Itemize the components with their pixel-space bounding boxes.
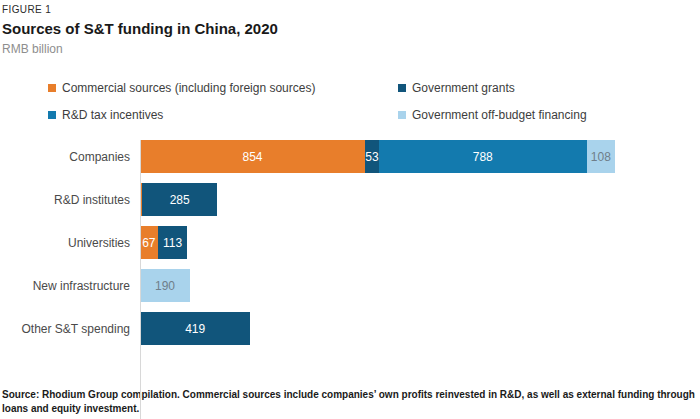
chart-row: Other S&T spending 419 bbox=[2, 312, 698, 345]
bar-segment: 419 bbox=[140, 312, 250, 345]
legend: Commercial sources (including foreign so… bbox=[48, 82, 698, 121]
legend-item: R&D tax incentives bbox=[48, 109, 398, 121]
legend-label: Government grants bbox=[412, 82, 515, 94]
legend-label: Commercial sources (including foreign so… bbox=[62, 82, 315, 94]
bar-value-label: 53 bbox=[365, 150, 378, 164]
bar-value-label: 190 bbox=[155, 279, 175, 293]
legend-item: Government off-budget financing bbox=[398, 109, 698, 121]
bar-track: 854 53 788 108 bbox=[140, 140, 667, 173]
category-label: R&D institutes bbox=[2, 193, 140, 207]
bar-value-label: 419 bbox=[185, 322, 205, 336]
legend-swatch-icon bbox=[48, 84, 56, 92]
bar-segment: 854 bbox=[140, 140, 365, 173]
category-label: Other S&T spending bbox=[2, 322, 140, 336]
bar-segment: 108 bbox=[587, 140, 615, 173]
figure-label: FIGURE 1 bbox=[2, 4, 698, 16]
bar-segment: 67 bbox=[140, 226, 158, 259]
category-label: New infrastructure bbox=[2, 279, 140, 293]
bar-segment: 113 bbox=[158, 226, 188, 259]
bar-track: 190 bbox=[140, 269, 667, 302]
legend-label: R&D tax incentives bbox=[62, 109, 163, 121]
bar-segment: 190 bbox=[140, 269, 190, 302]
bar-value-label: 113 bbox=[163, 236, 182, 250]
bar-value-label: 108 bbox=[591, 150, 611, 164]
bar-track: 67 113 bbox=[140, 226, 667, 259]
bar-segment: 788 bbox=[379, 140, 587, 173]
chart-title: Sources of S&T funding in China, 2020 bbox=[2, 19, 698, 38]
bar-value-label: 285 bbox=[170, 193, 190, 207]
bar-value-label: 854 bbox=[242, 150, 262, 164]
legend-item: Government grants bbox=[398, 82, 698, 94]
chart-row: Companies 854 53 788 108 bbox=[2, 140, 698, 173]
chart-row: R&D institutes 285 bbox=[2, 183, 698, 216]
chart-row: Universities67 113 bbox=[2, 226, 698, 259]
units-label: RMB billion bbox=[2, 42, 698, 56]
legend-swatch-icon bbox=[398, 111, 406, 119]
legend-swatch-icon bbox=[48, 111, 56, 119]
bar-track: 419 bbox=[140, 312, 667, 345]
bar-value-label: 67 bbox=[142, 236, 155, 250]
category-label: Companies bbox=[2, 150, 140, 164]
bar-value-label: 788 bbox=[473, 150, 493, 164]
source-note: Source: Rhodium Group compilation. Comme… bbox=[2, 388, 698, 416]
bar-track: 285 bbox=[140, 183, 667, 216]
bar-chart: Companies 854 53 788 108 R&D institutes 285 Uni… bbox=[2, 140, 698, 370]
bar-segment: 285 bbox=[142, 183, 217, 216]
bar-segment: 53 bbox=[365, 140, 379, 173]
legend-label: Government off-budget financing bbox=[412, 109, 587, 121]
figure-container: FIGURE 1 Sources of S&T funding in China… bbox=[0, 0, 700, 416]
y-axis-line bbox=[140, 140, 141, 419]
legend-swatch-icon bbox=[398, 84, 406, 92]
chart-rows: Companies 854 53 788 108 R&D institutes 285 Uni… bbox=[2, 140, 698, 345]
chart-row: New infrastructure 190 bbox=[2, 269, 698, 302]
legend-item: Commercial sources (including foreign so… bbox=[48, 82, 398, 94]
category-label: Universities bbox=[2, 236, 140, 250]
